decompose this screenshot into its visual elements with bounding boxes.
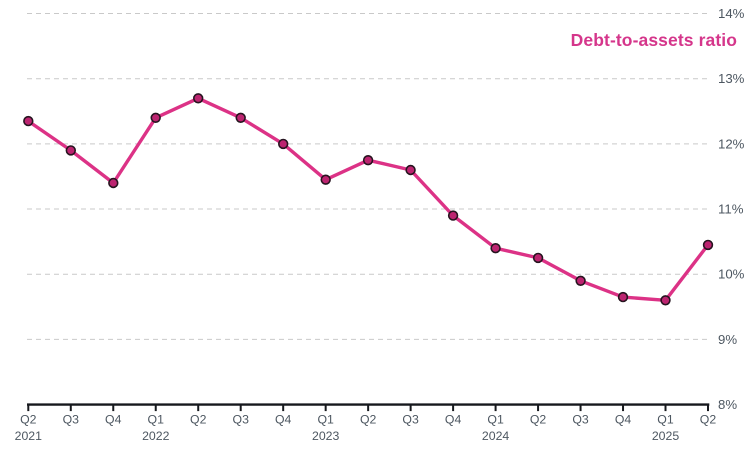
x-axis-year-label: 2023 <box>312 429 340 443</box>
data-point-marker[interactable] <box>108 177 119 189</box>
data-point-marker[interactable] <box>490 243 501 254</box>
x-axis-quarter-label: Q2 <box>190 413 207 427</box>
x-axis-quarter-label: Q4 <box>615 413 632 427</box>
data-point-marker[interactable] <box>278 138 289 150</box>
x-axis-quarter-label: Q3 <box>572 413 589 427</box>
y-axis-tick-label: 10% <box>718 267 745 282</box>
x-axis-quarter-label: Q3 <box>402 413 419 427</box>
x-axis-quarter-label: Q1 <box>148 413 165 427</box>
x-axis-quarter-label: Q2 <box>700 413 717 427</box>
data-point-marker[interactable] <box>65 145 77 156</box>
series-line <box>26 96 710 302</box>
x-axis-quarter-label: Q2 <box>530 413 547 427</box>
data-point-marker[interactable] <box>447 210 459 221</box>
x-axis-quarter-label: Q4 <box>445 413 462 427</box>
y-axis-tick-label: 12% <box>718 136 745 151</box>
x-axis-quarter-label: Q1 <box>657 413 674 427</box>
x-axis-year-label: 2025 <box>652 429 680 443</box>
data-point-marker[interactable] <box>702 239 714 251</box>
data-point-marker[interactable] <box>362 155 374 166</box>
y-axis-tick-label: 14% <box>718 6 745 21</box>
x-axis-quarter-label: Q4 <box>275 413 292 427</box>
y-axis-tick-label: 13% <box>718 71 745 86</box>
x-axis-year-label: 2024 <box>482 429 510 443</box>
x-axis-quarter-label: Q2 <box>360 413 377 427</box>
x-axis-year-label: 2021 <box>15 429 43 443</box>
data-point-marker[interactable] <box>660 295 671 306</box>
y-axis-tick-label: 11% <box>718 202 744 217</box>
x-axis-year-label: 2022 <box>142 429 170 443</box>
data-point-marker[interactable] <box>193 93 204 104</box>
data-point-marker[interactable] <box>575 275 586 286</box>
x-axis-quarter-label: Q3 <box>63 413 80 427</box>
data-point-marker[interactable] <box>235 112 246 124</box>
y-axis-tick-label: 8% <box>718 397 737 412</box>
data-point-marker[interactable] <box>23 115 34 127</box>
x-axis-quarter-label: Q3 <box>233 413 250 427</box>
x-axis-quarter-label: Q4 <box>105 413 122 427</box>
series-legend-label: Debt-to-assets ratio <box>570 30 737 50</box>
data-point-marker[interactable] <box>320 174 331 185</box>
data-point-marker[interactable] <box>617 291 629 303</box>
data-point-marker[interactable] <box>532 252 544 264</box>
x-axis-quarter-label: Q2 <box>20 413 37 427</box>
y-axis-tick-label: 9% <box>718 332 737 347</box>
x-axis-quarter-label: Q1 <box>317 413 334 427</box>
x-axis-quarter-label: Q1 <box>487 413 504 427</box>
data-point-marker[interactable] <box>150 112 161 124</box>
data-point-marker[interactable] <box>405 164 416 176</box>
